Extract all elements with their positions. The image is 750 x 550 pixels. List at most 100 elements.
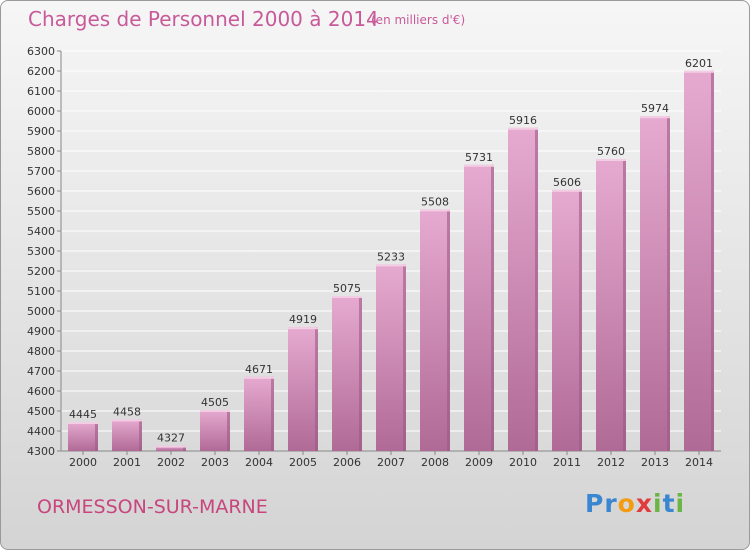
value-label-2001: 4458: [113, 405, 141, 418]
x-tick-label-2013: 2013: [641, 456, 669, 469]
bar-edge-2003: [227, 410, 230, 451]
y-tick-label: 5100: [27, 285, 55, 298]
x-tick-label-2012: 2012: [597, 456, 625, 469]
bar-2003: [200, 410, 230, 451]
value-label-2003: 4505: [201, 396, 229, 409]
bar-top-2005: [288, 327, 318, 330]
bar-2009: [464, 164, 494, 452]
bar-top-2010: [508, 127, 538, 130]
bar-edge-2007: [403, 264, 406, 451]
bar-2004: [244, 376, 274, 451]
bar-2001: [112, 419, 142, 451]
bar-top-2013: [640, 116, 670, 119]
y-tick-label: 5000: [27, 305, 55, 318]
y-tick-label: 5200: [27, 265, 55, 278]
bar-2006: [332, 296, 362, 451]
y-tick-label: 6000: [27, 105, 55, 118]
y-tick-label: 6200: [27, 65, 55, 78]
y-tick-label: 5600: [27, 185, 55, 198]
bar-2011: [552, 189, 582, 452]
value-label-2005: 4919: [289, 313, 317, 326]
bar-top-2001: [112, 419, 142, 422]
x-tick-label-2000: 2000: [69, 456, 97, 469]
bar-top-2003: [200, 410, 230, 412]
bar-2005: [288, 327, 318, 451]
chart-subtitle: (en milliers d'€): [371, 13, 466, 27]
bar-top-2014: [684, 70, 714, 73]
bar-edge-2011: [579, 189, 582, 452]
y-tick-label: 5400: [27, 225, 55, 238]
bar-edge-2000: [95, 422, 98, 451]
y-tick-label: 5900: [27, 125, 55, 138]
y-tick-label: 4600: [27, 385, 55, 398]
bar-edge-2005: [315, 327, 318, 451]
bar-2002: [156, 445, 186, 451]
logo-letter-5: t: [662, 489, 676, 518]
y-tick-label: 4900: [27, 325, 55, 338]
bar-edge-2014: [711, 70, 714, 452]
value-label-2000: 4445: [69, 408, 97, 421]
x-tick-label-2007: 2007: [377, 456, 405, 469]
y-tick-label: 4500: [27, 405, 55, 418]
bar-top-2006: [332, 296, 362, 298]
value-label-2002: 4327: [157, 432, 185, 445]
bar-2012: [596, 159, 626, 451]
y-tick-label: 4700: [27, 365, 55, 378]
value-label-2008: 5508: [421, 195, 449, 208]
proxiti-logo: Proxiti: [585, 489, 685, 518]
value-label-2014: 6201: [685, 57, 713, 70]
y-tick-label: 5500: [27, 205, 55, 218]
bar-edge-2010: [535, 127, 538, 452]
x-tick-label-2010: 2010: [509, 456, 537, 469]
bar-top-2007: [376, 264, 406, 267]
bar-top-2011: [552, 189, 582, 192]
x-tick-label-2004: 2004: [245, 456, 273, 469]
logo-letter-2: o: [617, 489, 636, 518]
y-tick-label: 4300: [27, 445, 55, 458]
chart-title: Charges de Personnel 2000 à 2014: [28, 7, 379, 31]
x-tick-label-2008: 2008: [421, 456, 449, 469]
value-label-2010: 5916: [509, 114, 537, 127]
y-tick-label: 5300: [27, 245, 55, 258]
bar-top-2002: [156, 445, 186, 448]
bar-2008: [420, 209, 450, 451]
bar-edge-2008: [447, 209, 450, 451]
bar-edge-2006: [359, 296, 362, 451]
logo-letter-3: x: [635, 489, 653, 518]
bar-top-2004: [244, 376, 274, 379]
logo-letter-1: r: [604, 489, 618, 518]
bar-2000: [68, 422, 98, 451]
value-label-2011: 5606: [553, 176, 581, 189]
bar-2007: [376, 264, 406, 451]
x-tick-label-2006: 2006: [333, 456, 361, 469]
y-tick-label: 4800: [27, 345, 55, 358]
bar-top-2000: [68, 422, 98, 424]
value-label-2009: 5731: [465, 151, 493, 164]
bar-2013: [640, 116, 670, 451]
bar-edge-2004: [271, 376, 274, 451]
bar-edge-2012: [623, 159, 626, 451]
bar-top-2009: [464, 164, 494, 167]
value-label-2013: 5974: [641, 102, 669, 115]
value-label-2012: 5760: [597, 145, 625, 158]
bar-edge-2009: [491, 164, 494, 452]
x-tick-label-2005: 2005: [289, 456, 317, 469]
logo-letter-0: P: [585, 489, 605, 518]
x-tick-label-2001: 2001: [113, 456, 141, 469]
bar-edge-2013: [667, 116, 670, 451]
bar-top-2012: [596, 159, 626, 161]
bar-top-2008: [420, 209, 450, 212]
value-label-2006: 5075: [333, 282, 361, 295]
y-tick-label: 5800: [27, 145, 55, 158]
bar-edge-2001: [139, 419, 142, 451]
location-name: ORMESSON-SUR-MARNE: [37, 496, 268, 518]
value-label-2004: 4671: [245, 363, 273, 376]
x-tick-label-2003: 2003: [201, 456, 229, 469]
x-tick-label-2014: 2014: [685, 456, 713, 469]
logo-letter-6: i: [675, 489, 686, 518]
bar-edge-2002: [183, 445, 186, 451]
y-tick-label: 5700: [27, 165, 55, 178]
y-tick-label: 4400: [27, 425, 55, 438]
